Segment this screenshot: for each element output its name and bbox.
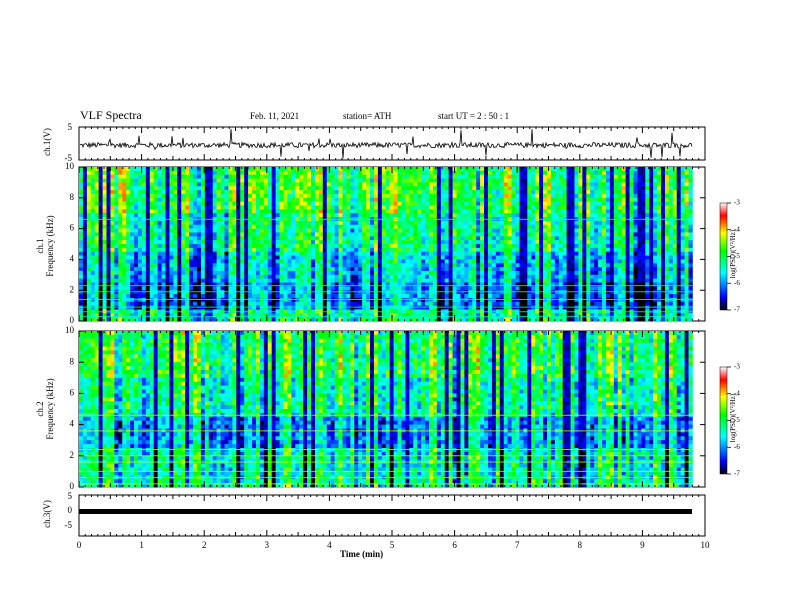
ch1-spectrogram-panel	[78, 166, 706, 322]
x-tick-label: 1	[139, 540, 144, 550]
colorbar-tick-label: -5	[734, 252, 740, 260]
x-tick-label: 2	[202, 540, 207, 550]
ch2-spectrogram-ylabel: ch.2 Frequency (kHz)	[35, 378, 55, 440]
x-tick-label: 5	[390, 540, 395, 550]
y-tick-label: 10	[65, 325, 75, 335]
colorbar-tick-label: -5	[734, 416, 740, 424]
y-tick-label: 4	[70, 253, 75, 263]
x-tick-label: 4	[327, 540, 332, 550]
colorbar-tick-label: -6	[734, 279, 740, 287]
y-tick-label: 0	[70, 481, 75, 491]
colorbar-2-ticks: -3 -4 -5 -6 -7	[727, 363, 740, 478]
colorbar-tick-label: -4	[734, 389, 740, 397]
ch3-waveform-ylabel: ch.3(V)	[42, 500, 52, 528]
y-tick-label: 5	[68, 122, 73, 132]
y-tick-label: 0	[68, 505, 73, 515]
y-tick-label: 5	[68, 491, 73, 501]
x-tick-label: 6	[452, 540, 457, 550]
ch3-waveform-panel	[78, 494, 706, 537]
y-tick-label: 8	[70, 192, 75, 202]
ch2-spectrogram-panel	[78, 330, 706, 488]
x-tick-label: 10	[701, 540, 711, 550]
y-tick-label: 2	[70, 284, 75, 294]
date-label: Feb. 11, 2021	[250, 111, 300, 121]
colorbar-tick-label: -7	[734, 470, 740, 478]
x-tick-label: 0	[77, 540, 82, 550]
y-tick-label: 6	[70, 223, 75, 233]
y-tick-label: 4	[70, 419, 75, 429]
x-tick-label: 9	[640, 540, 645, 550]
colorbar-tick-label: -3	[734, 363, 740, 371]
ch1-spectrogram-image	[79, 167, 693, 322]
colorbar-1-ticks: -3 -4 -5 -6 -7	[727, 199, 740, 314]
colorbar-tick-label: -3	[734, 199, 740, 207]
colorbar-tick-label: -4	[734, 225, 740, 233]
ch1-waveform-ylabel: ch.1(V)	[42, 128, 52, 156]
y-tick-label: 0	[70, 315, 75, 325]
station-label: station= ATH	[343, 111, 392, 121]
x-tick-label: 8	[578, 540, 583, 550]
y-tick-label: 10	[65, 161, 75, 171]
x-tick-label: 3	[265, 540, 270, 550]
ch1-waveform-trace	[79, 128, 693, 159]
y-tick-label: 6	[70, 387, 75, 397]
y-tick-label: -5	[65, 153, 73, 163]
ch1-spectrogram-ylabel: ch.1 Frequency (kHz)	[35, 215, 55, 277]
start-time-label: start UT = 2 : 50 : 1	[438, 111, 510, 121]
ch2-spectrogram-image	[79, 331, 693, 488]
x-axis-label: Time (min)	[340, 549, 384, 559]
x-tick-label: 7	[515, 540, 520, 550]
colorbar-2: -3 -4 -5 -6 -7	[719, 363, 740, 478]
colorbar-1-label: log(PSD)(V²/Hz)	[729, 229, 737, 279]
colorbar-tick-label: -7	[734, 306, 740, 314]
y-tick-label: 2	[70, 450, 75, 460]
chart-title: VLF Spectra	[80, 108, 142, 122]
y-tick-label: 8	[70, 356, 75, 366]
colorbar-1: -3 -4 -5 -6 -7	[719, 199, 740, 314]
colorbar-tick-label: -6	[734, 443, 740, 451]
colorbar-2-label: log(PSD)(V²/Hz)	[729, 393, 737, 443]
y-tick-label: -5	[65, 520, 73, 530]
